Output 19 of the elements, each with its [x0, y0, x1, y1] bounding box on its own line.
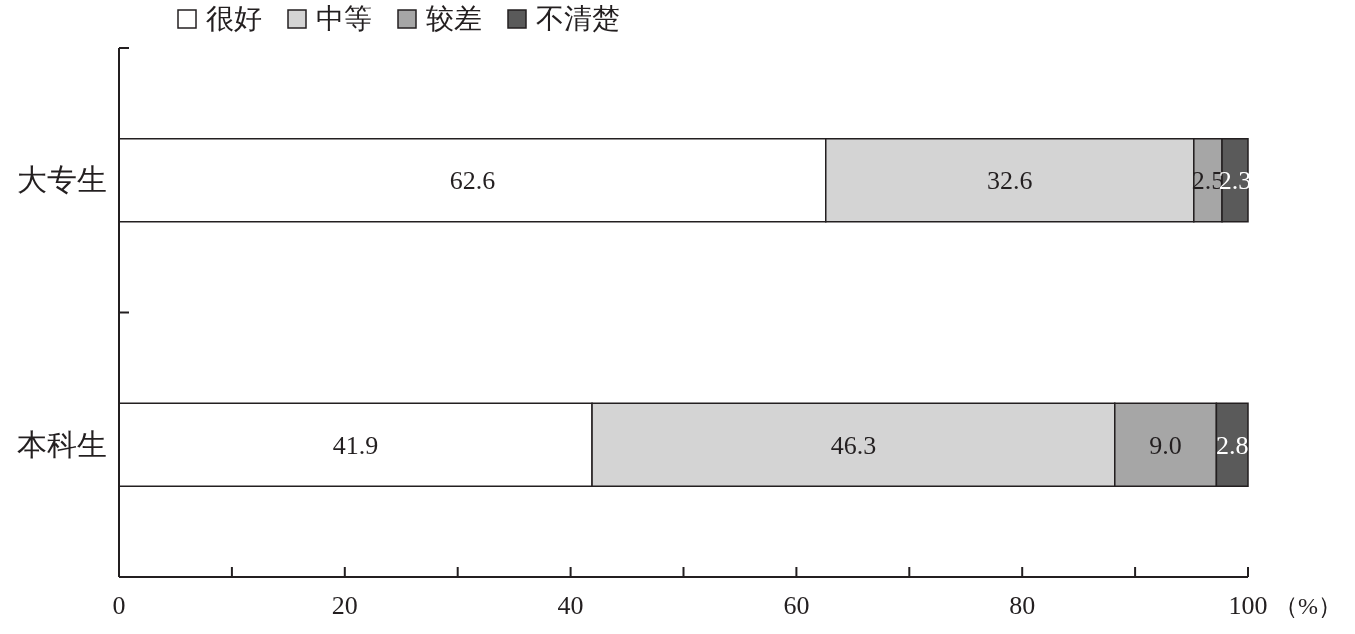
x-tick-label: 80 [1009, 591, 1036, 620]
data-label: 9.0 [1149, 430, 1182, 460]
x-tick-label: 0 [112, 591, 126, 620]
data-label: 2.8 [1215, 430, 1249, 460]
x-tick-label: 20 [331, 591, 358, 620]
y-tick-label: 大专生 [17, 163, 107, 197]
legend-label: 较差 [426, 3, 482, 34]
data-label: 41.9 [332, 430, 379, 460]
legend-label: 不清楚 [536, 3, 620, 34]
data-label: 46.3 [830, 430, 877, 460]
data-label: 32.6 [987, 166, 1033, 196]
y-tick-label: 本科生 [17, 427, 107, 461]
x-tick-label: 40 [557, 591, 584, 620]
x-axis-title: （%） [1274, 593, 1342, 619]
data-label: 62.6 [449, 166, 496, 196]
x-tick-label: 60 [783, 591, 810, 620]
x-tick-label: 100 [1228, 591, 1268, 620]
legend-label: 很好 [206, 3, 262, 34]
legend-label: 中等 [316, 3, 372, 34]
